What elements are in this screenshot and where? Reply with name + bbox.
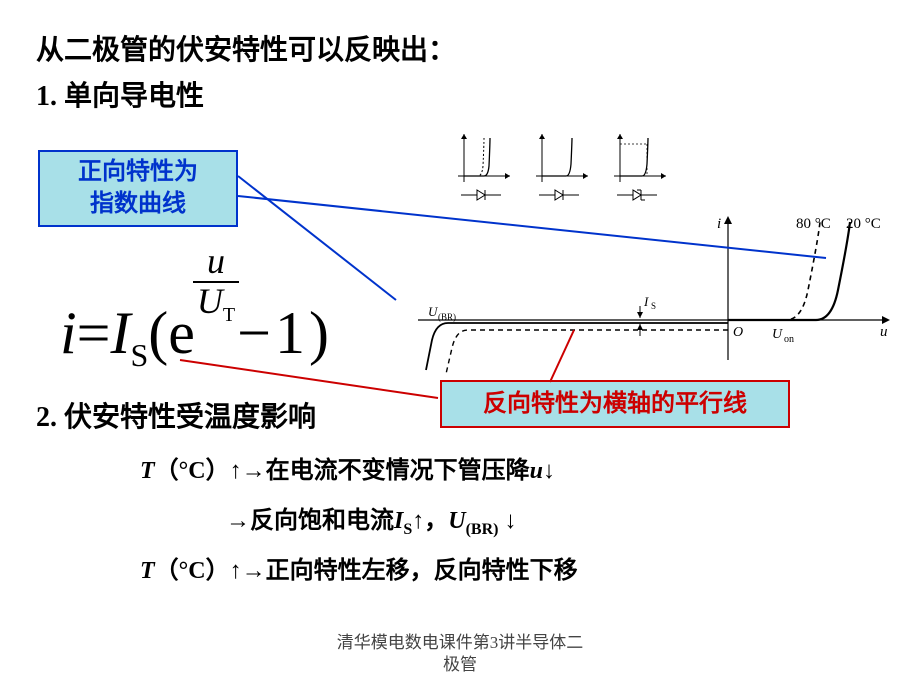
- thumb-2: [526, 130, 592, 204]
- section-1-heading: 1. 单向导电性: [36, 74, 884, 114]
- temp-effect-line2: →反向饱和电流IS↑，U(BR) ↓: [226, 500, 516, 539]
- eq-Isub: S: [131, 337, 149, 373]
- line1-arrow: ↓: [543, 458, 555, 484]
- svg-text:I: I: [643, 294, 649, 309]
- svg-text:S: S: [651, 301, 656, 311]
- thumb-1: [448, 130, 514, 204]
- iv-curve-chart: i u O U on I S U (BR) 80 °C 20 °C: [408, 210, 898, 378]
- svg-text:20 °C: 20 °C: [846, 216, 881, 232]
- eq-e: e: [168, 300, 195, 366]
- eq-equals: =: [77, 300, 111, 366]
- eq-minus1: −1: [237, 300, 309, 366]
- eq-lparen: (: [148, 300, 168, 366]
- line1-unit: （°C）: [155, 458, 230, 484]
- slide: 从二极管的伏安特性可以反映出： 1. 单向导电性 正向特性为 指数曲线 i=IS…: [0, 0, 920, 690]
- callout-forward: 正向特性为 指数曲线: [38, 150, 238, 227]
- svg-text:80 °C: 80 °C: [796, 216, 831, 232]
- diode-equation: i=IS(e u UT −1): [60, 255, 329, 371]
- line2-mid: ↑，: [412, 508, 448, 534]
- footer-line2: 极管: [0, 654, 920, 676]
- thumbnail-row: [448, 130, 670, 204]
- callout-forward-line2: 指数曲线: [48, 188, 228, 220]
- temp-effect-line1: T（°C）↑→在电流不变情况下管压降u↓: [140, 450, 555, 485]
- svg-text:U: U: [772, 327, 783, 342]
- section-2-heading: 2. 伏安特性受温度影响: [36, 395, 316, 435]
- line2-end: ↓: [498, 508, 516, 534]
- callout-forward-line1: 正向特性为: [48, 156, 228, 188]
- line1-T: T: [140, 458, 155, 484]
- eq-I: I: [111, 300, 131, 366]
- svg-text:(BR): (BR): [438, 312, 456, 322]
- svg-text:O: O: [733, 325, 743, 340]
- line1-u: u: [530, 458, 543, 484]
- line3-rest: ↑→正向特性左移，反向特性下移: [230, 558, 578, 584]
- svg-text:u: u: [880, 324, 888, 340]
- line2-I: I: [394, 508, 403, 534]
- temp-effect-line3: T（°C）↑→正向特性左移，反向特性下移: [140, 550, 578, 585]
- eq-frac-den: UT: [193, 281, 239, 326]
- line1-rest: ↑→在电流不变情况下管压降: [230, 458, 530, 484]
- line2-Isub: S: [403, 521, 412, 538]
- line2-U: U: [448, 508, 465, 534]
- eq-i: i: [60, 300, 77, 366]
- svg-text:i: i: [717, 216, 721, 232]
- line2-pre: →反向饱和电流: [226, 508, 394, 534]
- page-title: 从二极管的伏安特性可以反映出：: [36, 28, 884, 68]
- eq-exponent-fraction: u UT: [193, 243, 239, 326]
- line2-Usub: (BR): [466, 521, 499, 538]
- line3-unit: （°C）: [155, 558, 230, 584]
- eq-rparen: ): [309, 300, 329, 366]
- thumb-3: [604, 130, 670, 204]
- callout-reverse: 反向特性为横轴的平行线: [440, 380, 790, 428]
- eq-frac-num: u: [193, 243, 239, 281]
- line3-T: T: [140, 558, 155, 584]
- slide-footer: 清华模电数电课件第3讲半导体二 极管: [0, 632, 920, 676]
- svg-text:on: on: [784, 334, 794, 345]
- footer-line1: 清华模电数电课件第3讲半导体二: [0, 632, 920, 654]
